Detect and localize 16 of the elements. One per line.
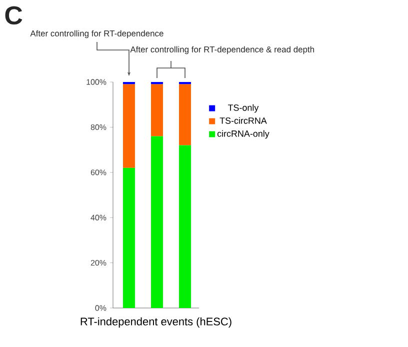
bar [150, 136, 163, 308]
text: C [5, 6, 22, 25]
bar [122, 84, 135, 168]
bar [178, 84, 191, 146]
text: After controlling for RT-dependence [30, 30, 164, 38]
bar [178, 145, 191, 308]
legend-label: TS-only [228, 104, 259, 113]
legend-label: circRNA-only [217, 130, 270, 139]
bar [122, 168, 135, 308]
text: After controlling for RT-dependence & read depth [130, 46, 314, 54]
x-axis-title: RT-independent events (hESC) [80, 317, 232, 328]
bar [150, 82, 163, 84]
legend-label: TS-circRNA [220, 117, 267, 124]
bar [122, 82, 135, 84]
bar [178, 82, 191, 84]
bar [150, 84, 163, 136]
